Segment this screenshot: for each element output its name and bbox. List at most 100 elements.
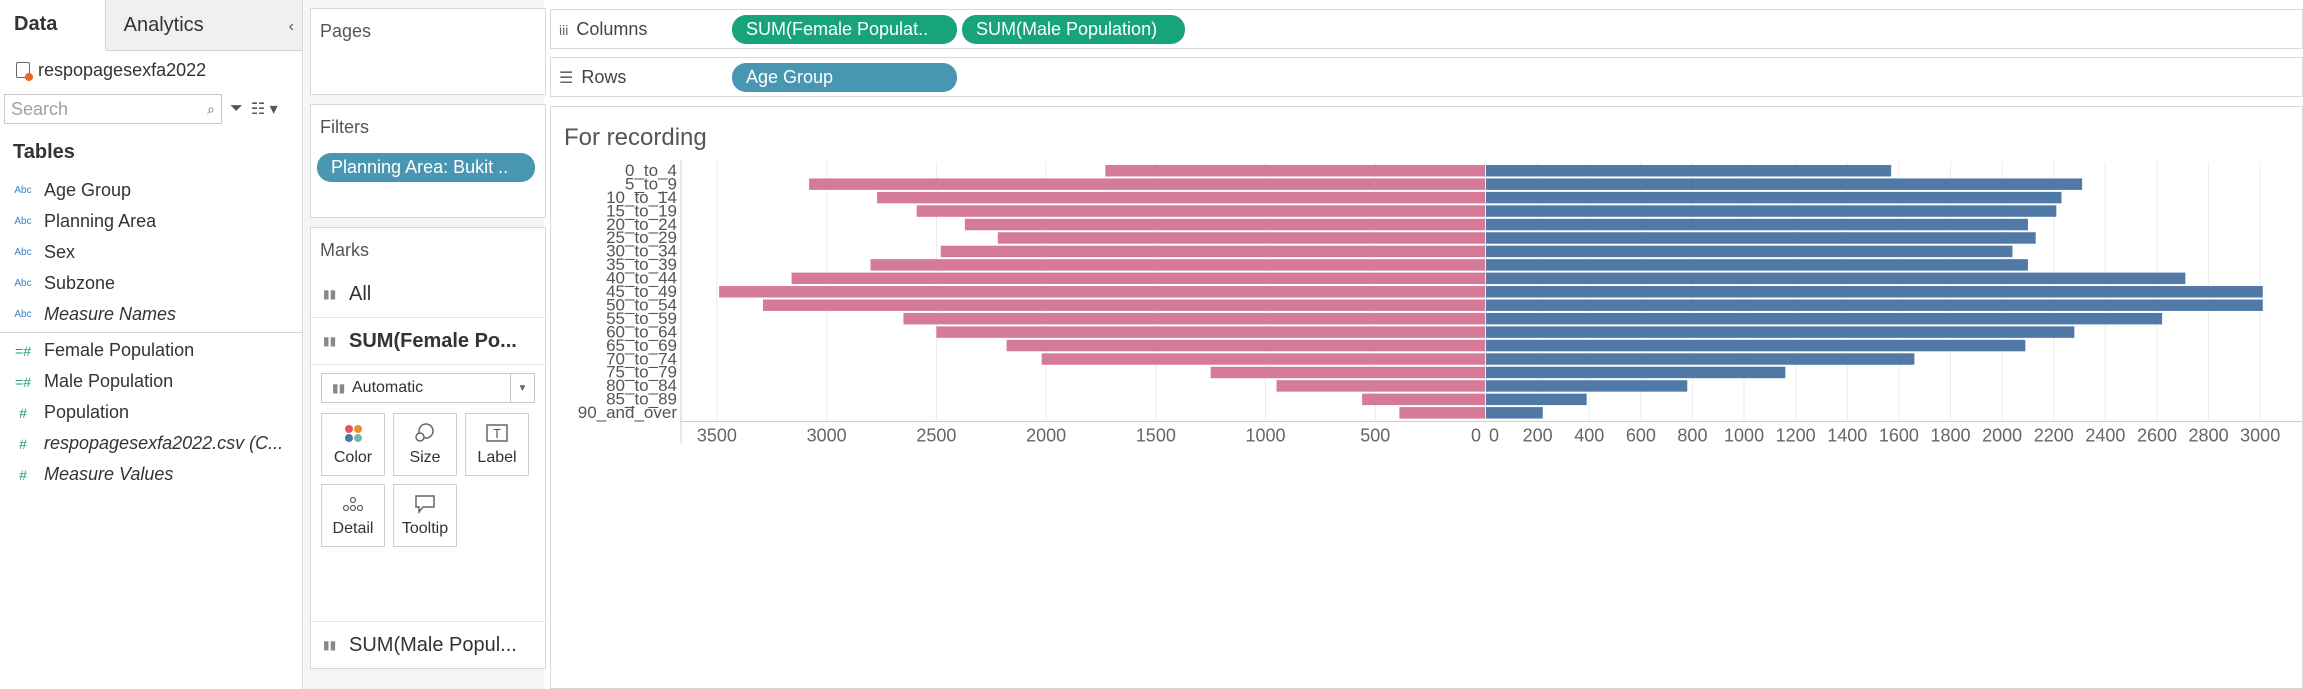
tooltip-button[interactable]: Tooltip bbox=[393, 484, 457, 547]
tick-label-right: 1600 bbox=[1879, 426, 1919, 446]
pages-card[interactable]: Pages bbox=[310, 8, 546, 95]
category-label: 10_to_14 bbox=[606, 188, 677, 207]
field-label: Age Group bbox=[44, 180, 132, 200]
mark-type-dropdown[interactable]: ▮▮ Automatic ▼ bbox=[321, 373, 535, 403]
field-dimension[interactable]: Abc Sex bbox=[0, 237, 302, 268]
tables-heading: Tables bbox=[13, 141, 75, 163]
marks-all[interactable]: ▮▮ All bbox=[311, 271, 545, 318]
tick-label-left: 2500 bbox=[916, 426, 956, 446]
detail-button[interactable]: Detail bbox=[321, 484, 385, 547]
datasource-item[interactable]: respopagesexfa2022 bbox=[0, 51, 302, 89]
bar-male bbox=[1486, 339, 2026, 352]
column-pill-female[interactable]: SUM(Female Populat.. bbox=[732, 15, 957, 44]
pane-tabs: Data Analytics ‹ bbox=[0, 0, 302, 51]
tick-label-left: 3500 bbox=[697, 426, 737, 446]
marks-female-population[interactable]: ▮▮ SUM(Female Po... bbox=[311, 318, 545, 365]
field-label: Measure Values bbox=[44, 464, 174, 484]
bar-female bbox=[916, 205, 1485, 217]
column-pill-male[interactable]: SUM(Male Population) bbox=[962, 15, 1185, 44]
bar-female bbox=[719, 286, 1485, 298]
measure-list: =# Female Population =# Male Population # Pop… bbox=[0, 335, 302, 490]
tick-label-right: 1400 bbox=[1827, 426, 1867, 446]
viz-area: For recording 0_to_4 5_to_9 10_to_14 15_to_… bbox=[550, 106, 2303, 689]
category-label: 40_to_44 bbox=[606, 269, 677, 288]
marks-male-population[interactable]: ▮▮ SUM(Male Popul... bbox=[311, 621, 545, 668]
string-type-icon: Abc bbox=[14, 216, 32, 227]
columns-shelf[interactable]: iii Columns SUM(Female Populat.. SUM(Mal… bbox=[550, 9, 2303, 49]
field-label: Female Population bbox=[44, 340, 195, 360]
label-button[interactable]: T Label bbox=[465, 413, 529, 476]
size-label: Size bbox=[409, 448, 441, 466]
field-measure[interactable]: =# Male Population bbox=[0, 366, 302, 397]
field-measure[interactable]: # respopagesexfa2022.csv (C... bbox=[0, 428, 302, 459]
datasource-name: respopagesexfa2022 bbox=[38, 59, 207, 80]
tab-data[interactable]: Data bbox=[0, 0, 106, 51]
mark-buttons: Color Size T Label Detail bbox=[311, 411, 545, 549]
category-label: 5_to_9 bbox=[625, 174, 677, 193]
datasource-icon bbox=[16, 62, 33, 81]
tick-label-left: 1500 bbox=[1136, 426, 1176, 446]
category-label: 65_to_69 bbox=[606, 336, 677, 355]
tick-label-right: 2800 bbox=[2189, 426, 2229, 446]
field-dimension[interactable]: Abc Subzone bbox=[0, 268, 302, 299]
category-label: 75_to_79 bbox=[606, 363, 677, 382]
calculated-number-icon: =# bbox=[15, 342, 31, 359]
rows-pills: Age Group bbox=[732, 63, 957, 92]
bar-female bbox=[1399, 407, 1485, 419]
field-label: Male Population bbox=[44, 371, 174, 391]
chevron-down-icon: ▼ bbox=[510, 374, 534, 402]
filters-card[interactable]: Filters Planning Area: Bukit .. bbox=[310, 104, 546, 218]
field-measure[interactable]: # Population bbox=[0, 397, 302, 428]
columns-icon: iii bbox=[559, 21, 569, 38]
category-label: 70_to_74 bbox=[606, 349, 677, 368]
tick-label-left: 3000 bbox=[807, 426, 847, 446]
columns-shelf-label: iii Columns bbox=[559, 19, 647, 40]
bar-male bbox=[1486, 178, 2083, 190]
search-placeholder: Search bbox=[11, 98, 69, 119]
data-pane: Data Analytics ‹ respopagesexfa2022 Sear… bbox=[0, 0, 303, 689]
rows-shelf[interactable]: ☰ Rows Age Group bbox=[550, 57, 2303, 97]
color-button[interactable]: Color bbox=[321, 413, 385, 476]
field-measure[interactable]: =# Female Population bbox=[0, 335, 302, 366]
row-pill-age-group[interactable]: Age Group bbox=[732, 63, 957, 92]
category-label: 80_to_84 bbox=[606, 376, 677, 395]
view-options-icon[interactable]: ☷ ▾ bbox=[250, 101, 278, 118]
marks-card: Marks ▮▮ All ▮▮ SUM(Female Po... ▮▮ Auto… bbox=[310, 227, 546, 669]
bar-female bbox=[1210, 366, 1485, 379]
tab-analytics[interactable]: Analytics bbox=[105, 0, 302, 50]
filter-icon[interactable]: ⏷ bbox=[230, 100, 243, 117]
color-icon bbox=[343, 423, 363, 443]
bar-female bbox=[1276, 380, 1485, 392]
label-label: Label bbox=[477, 448, 517, 466]
filters-title: Filters bbox=[320, 117, 369, 137]
filter-pill-planning-area[interactable]: Planning Area: Bukit .. bbox=[317, 153, 535, 182]
tick-label-right: 1800 bbox=[1930, 426, 1970, 446]
label-icon: T bbox=[486, 423, 508, 443]
field-label: Population bbox=[44, 402, 130, 422]
bar-female bbox=[936, 326, 1485, 338]
tick-label-right: 600 bbox=[1626, 426, 1656, 446]
collapse-pane-icon[interactable]: ‹ bbox=[288, 18, 294, 35]
field-measure[interactable]: # Measure Values bbox=[0, 459, 302, 490]
bar-male bbox=[1486, 259, 2028, 271]
string-type-icon: Abc bbox=[14, 278, 32, 289]
bar-male bbox=[1486, 232, 2036, 244]
search-input[interactable]: Search ⌕ bbox=[4, 94, 222, 124]
field-dimension[interactable]: Abc Planning Area bbox=[0, 206, 302, 237]
field-dimension[interactable]: Abc Measure Names bbox=[0, 299, 302, 330]
bar-male bbox=[1486, 218, 2028, 231]
bar-male bbox=[1486, 245, 2013, 258]
bar-male bbox=[1486, 326, 2075, 338]
bar-chart-icon: ▮▮ bbox=[323, 334, 337, 348]
tick-label-right: 1200 bbox=[1776, 426, 1816, 446]
calculated-number-icon: =# bbox=[15, 373, 31, 390]
bar-female bbox=[1362, 393, 1485, 406]
category-label: 90_and_over bbox=[578, 403, 678, 422]
size-button[interactable]: Size bbox=[393, 413, 457, 476]
tick-label-left: 2000 bbox=[1026, 426, 1066, 446]
category-label: 35_to_39 bbox=[606, 255, 677, 274]
bar-female bbox=[940, 245, 1485, 258]
viz-title: For recording bbox=[564, 124, 707, 151]
field-dimension[interactable]: Abc Age Group bbox=[0, 175, 302, 206]
bar-female bbox=[903, 312, 1485, 325]
